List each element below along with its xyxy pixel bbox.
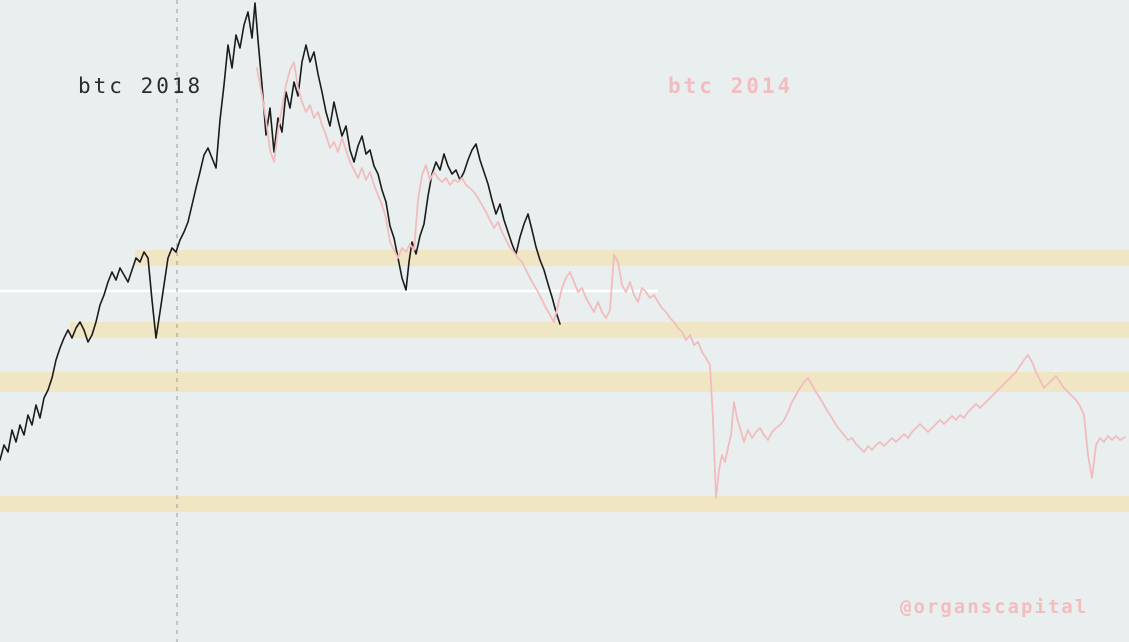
support-band-4 <box>0 496 1129 512</box>
support-band-1 <box>135 250 1129 266</box>
watermark: @organscapital <box>900 596 1089 618</box>
support-band-2 <box>70 322 1129 338</box>
series-btc-2018 <box>0 2 561 461</box>
series-btc-2014 <box>256 61 1126 499</box>
btc-2018-label: btc 2018 <box>78 74 204 98</box>
btc-2014-label: btc 2014 <box>668 74 794 98</box>
support-band-3 <box>0 372 1129 392</box>
